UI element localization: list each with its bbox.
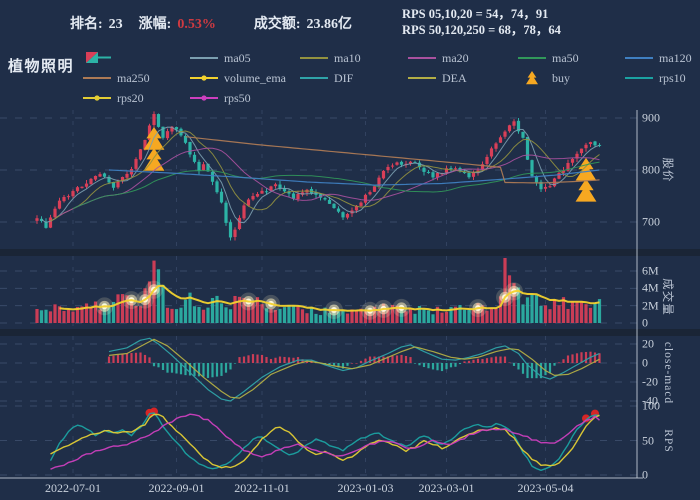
x-tick-label: 2022-09-01	[148, 481, 205, 495]
legend-item-label: DEA	[442, 70, 467, 85]
legend-item-DEA: DEA	[408, 70, 467, 86]
legend-item-rps10: rps10	[625, 70, 686, 86]
legend-item-label: ma20	[442, 50, 469, 65]
legend-item-label: ma05	[224, 50, 251, 65]
ma10-swatch-icon	[300, 57, 328, 59]
ma250-swatch-icon	[83, 77, 111, 79]
legend-item-ma50: ma50	[518, 50, 579, 66]
y-tick-label: 0	[642, 355, 648, 370]
legend-item-ma05: ma05	[190, 50, 251, 66]
ma05-swatch-icon	[190, 57, 218, 59]
panel-ylabel: 成交量	[661, 278, 673, 316]
x-tick-label: 2022-11-01	[234, 481, 290, 495]
x-tick-label: 2022-07-01	[45, 481, 101, 495]
DEA-swatch-icon	[408, 77, 436, 79]
y-tick-label: -20	[642, 374, 658, 389]
buy-swatch-icon	[526, 71, 538, 85]
legend-item-label: DIF	[334, 70, 354, 85]
y-tick-label: 4M	[642, 280, 659, 295]
summary-bar: 排名: 23 涨幅: 0.53% 成交额: 23.86亿	[70, 13, 352, 33]
rank-label: 排名:	[70, 17, 103, 32]
y-tick-label: 50	[642, 433, 654, 447]
y-tick-label: 2M	[642, 298, 659, 313]
legend-item-ma250: ma250	[83, 70, 150, 86]
volume-panel	[35, 257, 602, 323]
rps-panel	[145, 407, 599, 423]
y-tick-label: 800	[642, 162, 660, 177]
ma120-swatch-icon	[625, 57, 653, 59]
legend-item-DIF: DIF	[300, 70, 353, 86]
x-tick-label: 2023-03-01	[418, 481, 475, 495]
legend-item-label: rps50	[224, 90, 251, 105]
legend-item-rps20: rps20	[83, 90, 144, 106]
legend-item-label: rps10	[659, 70, 686, 85]
x-tick-label: 2023-01-03	[337, 481, 394, 495]
DIF-swatch-icon	[300, 77, 328, 79]
legend-item-label: volume_ema	[224, 70, 286, 85]
legend-item-volume_ema: volume_ema	[190, 70, 286, 86]
rps50-swatch-icon	[190, 95, 218, 101]
y-tick-label: 100	[642, 398, 660, 413]
legend-item-label: rps20	[117, 90, 144, 105]
buy-signal-icon	[575, 157, 597, 181]
legend-item-rps50: rps50	[190, 90, 251, 106]
y-tick-label: 6M	[642, 263, 659, 278]
legend-item-ma10: ma10	[300, 50, 361, 66]
y-tick-label: 0	[642, 315, 648, 330]
stock-name-label: 植物照明	[8, 59, 75, 75]
panel-ylabel: RPS	[662, 428, 674, 453]
y-tick-label: 20	[642, 336, 654, 351]
legend-item-label: ma10	[334, 50, 361, 65]
rps10-swatch-icon	[625, 77, 653, 79]
turnover-label: 成交额:	[253, 17, 301, 32]
y-tick-label: 900	[642, 110, 660, 125]
buy-signal-icon	[575, 178, 597, 202]
legend-item-label: ma50	[552, 50, 579, 65]
panel-ylabel: 股价	[661, 157, 673, 183]
x-tick-label: 2023-05-04	[517, 481, 574, 495]
rps20-swatch-icon	[83, 95, 111, 101]
y-tick-label: 700	[642, 214, 660, 229]
kline-swatch-icon	[86, 52, 111, 63]
legend-item-label: ma120	[659, 50, 692, 65]
legend-item-ma120: ma120	[625, 50, 692, 66]
legend-item-kline	[83, 50, 117, 66]
ma20-swatch-icon	[408, 57, 436, 59]
rps-summary-line2: RPS 50,120,250 = 68，78，64	[402, 23, 561, 37]
rps-summary: RPS 05,10,20 = 54，74，91 RPS 50,120,250 =…	[402, 6, 561, 38]
change-value: 0.53%	[177, 17, 216, 32]
legend-item-ma20: ma20	[408, 50, 469, 66]
y-tick-label: 0	[642, 467, 648, 482]
ma50-swatch-icon	[518, 57, 546, 59]
rank-value: 23	[108, 17, 123, 32]
macd-panel	[107, 351, 601, 379]
legend-item-label: buy	[552, 70, 570, 85]
rps-summary-line1: RPS 05,10,20 = 54，74，91	[402, 7, 549, 21]
y-tick-label: -40	[642, 393, 658, 408]
turnover-value: 23.86亿	[306, 17, 353, 32]
panel-ylabel: close-macd	[662, 341, 674, 404]
legend-item-buy: buy	[518, 70, 570, 86]
change-label: 涨幅:	[138, 17, 172, 32]
legend-item-label: ma250	[117, 70, 150, 85]
volume_ema-swatch-icon	[190, 75, 218, 81]
